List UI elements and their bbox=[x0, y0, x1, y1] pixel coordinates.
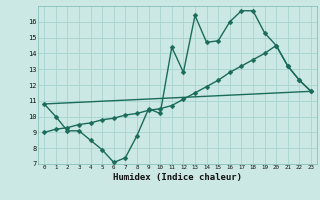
X-axis label: Humidex (Indice chaleur): Humidex (Indice chaleur) bbox=[113, 173, 242, 182]
